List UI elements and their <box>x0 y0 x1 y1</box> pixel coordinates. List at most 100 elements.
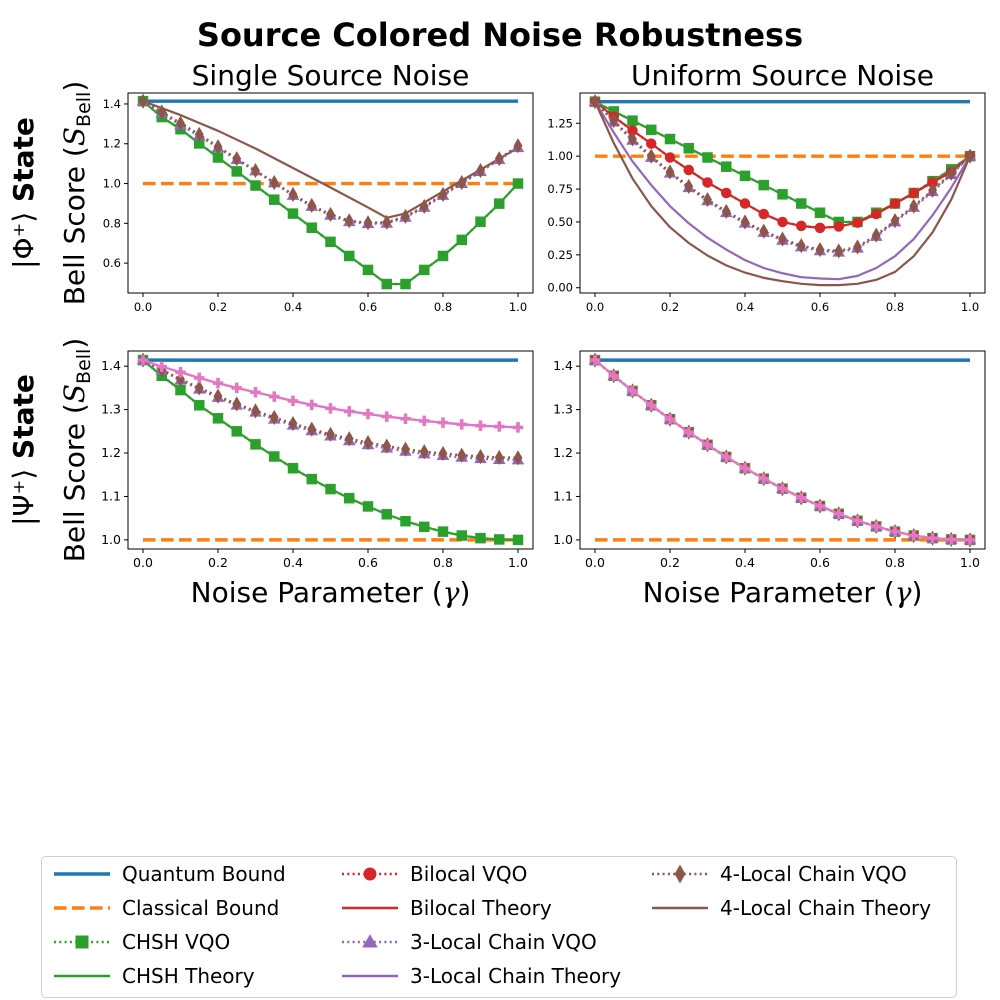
y-tick-label: 1.0 <box>553 532 573 547</box>
x-axis-label: Noise Parameter (γ) <box>191 576 471 609</box>
data-point <box>758 208 769 220</box>
legend-swatch <box>54 974 110 978</box>
data-point <box>815 242 825 258</box>
data-point <box>269 194 280 205</box>
data-point <box>194 138 205 149</box>
data-point <box>156 361 167 372</box>
x-tick-label: 0.0 <box>586 300 604 314</box>
x-tick-label: 0.6 <box>359 300 377 314</box>
data-point <box>287 208 299 219</box>
x-tick-label: 1.0 <box>960 555 980 570</box>
data-point <box>306 473 317 485</box>
data-point <box>664 413 676 425</box>
data-point <box>457 174 467 191</box>
data-point <box>702 152 713 163</box>
legend-marker <box>75 935 89 949</box>
data-point <box>646 148 656 164</box>
data-point <box>946 534 957 545</box>
data-point <box>814 222 826 234</box>
data-point <box>231 166 242 177</box>
x-tick-label: 0.2 <box>209 300 227 314</box>
data-point <box>889 526 901 537</box>
x-axis-label: Noise Parameter (γ) <box>643 576 923 609</box>
legend-item: CHSH VQO <box>54 927 230 957</box>
data-point <box>646 400 657 411</box>
y-tick-label: 1.3 <box>553 402 573 417</box>
y-tick-label: 0.75 <box>547 182 573 196</box>
data-point <box>231 382 242 394</box>
x-tick-label: 0.8 <box>885 555 905 570</box>
axes-frame <box>579 92 986 294</box>
legend-marker <box>674 864 686 884</box>
y-tick-label: 1.4 <box>101 358 121 373</box>
data-point <box>608 106 619 117</box>
data-point <box>833 221 844 232</box>
data-point <box>401 441 410 457</box>
data-point <box>437 417 449 428</box>
data-point <box>419 415 430 427</box>
data-point <box>344 406 355 417</box>
x-tick-label: 0.4 <box>735 555 755 570</box>
series-line <box>594 100 971 253</box>
data-point <box>175 367 186 378</box>
data-point <box>288 415 298 432</box>
data-point <box>494 421 505 432</box>
series-line <box>594 101 971 281</box>
data-point <box>609 113 619 129</box>
y-tick-label: 1.2 <box>553 445 573 460</box>
y-axis-label: Bell Score (SBell) <box>58 81 95 306</box>
data-point <box>513 450 523 466</box>
data-point <box>363 215 373 231</box>
y-tick-label: 1.00 <box>547 149 573 163</box>
data-point <box>494 151 504 167</box>
legend-swatch <box>652 906 708 910</box>
data-point <box>777 216 788 228</box>
y-tick-label: 1.0 <box>103 177 121 191</box>
data-point <box>702 177 713 188</box>
series-line <box>593 101 972 287</box>
data-point <box>702 439 713 451</box>
data-point <box>251 163 260 179</box>
data-point <box>213 388 223 404</box>
data-point <box>269 391 280 402</box>
legend-swatch <box>342 867 398 881</box>
x-tick-label: 0.8 <box>433 555 453 570</box>
series-line <box>594 100 971 254</box>
data-point <box>758 179 769 191</box>
series-line <box>594 359 971 542</box>
data-point <box>665 164 675 180</box>
data-point <box>457 447 467 463</box>
series-group <box>136 93 525 290</box>
y-tick-label: 1.2 <box>103 137 121 151</box>
subplot-1: 0.0 0.2 0.4 0.6 0.8 1.0 0.6 0.8 1.0 1.2 1.4 Single … <box>7 59 534 314</box>
legend-label: 3-Local Chain VQO <box>410 930 597 954</box>
data-point <box>759 223 769 239</box>
data-point <box>965 148 975 164</box>
data-point <box>721 203 731 219</box>
x-tick-label: 0.8 <box>434 300 452 314</box>
data-point <box>138 93 148 109</box>
data-point <box>456 419 467 430</box>
data-point <box>476 448 485 465</box>
data-point <box>137 354 149 366</box>
subplot-2: 0.0 0.2 0.4 0.6 0.8 1.0 0.00 0.25 0.50 0.75 1.00 1.… <box>547 59 986 314</box>
series-group <box>588 352 977 548</box>
legend-label: CHSH Theory <box>122 964 255 988</box>
data-point <box>646 138 657 149</box>
legend-swatch <box>342 934 398 948</box>
data-point <box>927 532 938 544</box>
data-point <box>475 532 486 544</box>
series-line <box>594 359 971 542</box>
data-point <box>419 521 430 533</box>
data-point <box>176 115 185 131</box>
data-point <box>721 161 732 172</box>
data-point <box>381 411 392 422</box>
y-tick-label: 1.0 <box>101 532 121 547</box>
data-point <box>194 400 205 411</box>
data-point <box>212 413 224 424</box>
y-tick-label: 1.2 <box>101 445 121 460</box>
data-point <box>287 395 299 407</box>
legend-item: 3-Local Chain VQO <box>342 927 597 957</box>
y-tick-label: 1.4 <box>553 358 573 373</box>
data-point <box>212 152 224 163</box>
